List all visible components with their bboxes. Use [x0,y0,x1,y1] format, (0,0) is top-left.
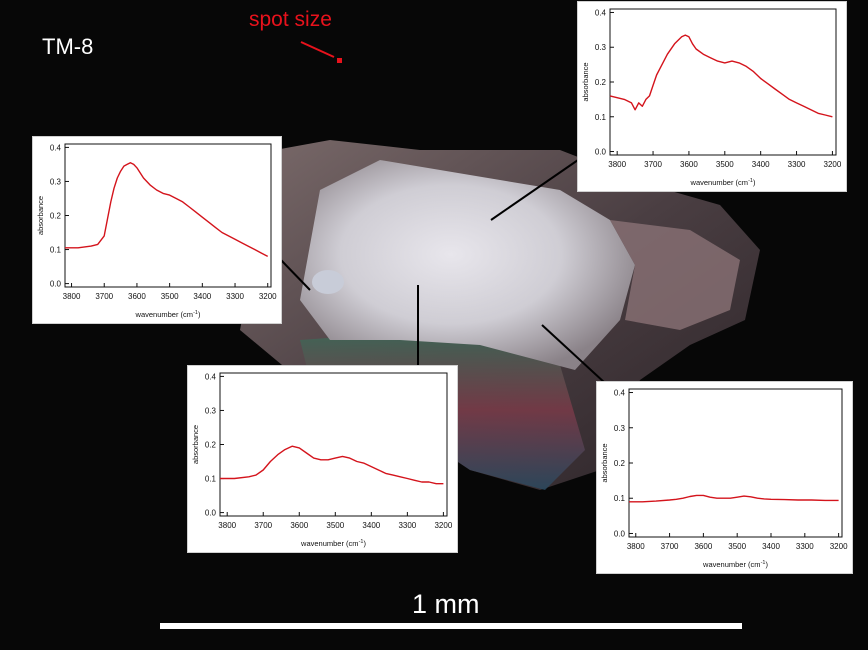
x-tick-label: 3400 [752,160,770,169]
x-tick-label: 3600 [694,542,712,551]
plot-frame [628,388,843,538]
y-tick-label: 0.4 [50,143,62,152]
x-tick-label: 3600 [128,292,146,301]
plot-frame [64,143,272,288]
leader-line-4 [541,324,606,384]
inclusion [312,270,344,294]
y-axis-label: absorbance [581,62,590,101]
spectrum-panel-center: 0.0 0.1 0.2 0.3 0.4 3800 3700 3600 3500 3400 3300 3… [187,365,458,553]
spot-pointer [300,41,335,58]
crystal-face [300,160,635,370]
y-tick-label: 0.0 [205,509,217,518]
y-tick-label: 0.3 [595,43,607,52]
x-tick-label: 3300 [788,160,806,169]
x-tick-label: 3200 [434,521,452,530]
spectrum-line [629,494,839,503]
y-tick-label: 0.3 [614,424,626,433]
chart-svg: 0.0 0.1 0.2 0.3 0.4 3800 3700 3600 3500 3400 3300 3… [191,372,453,548]
x-tick-label: 3700 [644,160,662,169]
leader-line-1 [490,159,579,221]
chart-svg: 0.0 0.1 0.2 0.3 0.4 3800 3700 3600 3500 3400 3300 3… [581,8,842,187]
x-tick-label: 3300 [226,292,244,301]
x-tick-label: 3700 [254,521,272,530]
y-tick-label: 0.1 [595,113,607,122]
x-axis-label: wavenumber (cm-1) [702,560,768,569]
y-tick-label: 0.3 [50,177,62,186]
x-tick-label: 3800 [608,160,626,169]
scale-bar-label: 1 mm [412,589,480,619]
x-tick-label: 3400 [362,521,380,530]
x-tick-label: 3300 [398,521,416,530]
y-tick-label: 0.2 [205,441,217,450]
y-tick-label: 0.0 [50,280,62,289]
spot-marker [337,58,342,63]
x-tick-label: 3500 [326,521,344,530]
spot-size-label: spot size [249,8,332,31]
spectrum-line [220,445,444,485]
y-tick-label: 0.1 [50,246,62,255]
x-tick-label: 3700 [95,292,113,301]
y-axis-label: absorbance [600,443,609,482]
spectrum-panel-left: 0.0 0.1 0.2 0.3 0.4 3800 3700 3600 3500 3400 3300 3… [32,136,282,324]
x-tick-label: 3500 [728,542,746,551]
chart-svg: 0.0 0.1 0.2 0.3 0.4 3800 3700 3600 3500 3400 3300 3… [36,143,277,319]
x-tick-label: 3200 [830,542,848,551]
x-tick-label: 3600 [680,160,698,169]
crystal-right-face [610,220,740,330]
x-tick-label: 3800 [627,542,645,551]
x-tick-label: 3400 [193,292,211,301]
y-axis-label: absorbance [191,425,200,464]
x-tick-label: 3300 [796,542,814,551]
x-axis-label: wavenumber (cm-1) [135,310,201,319]
scale-bar [160,623,742,629]
y-tick-label: 0.0 [614,529,626,538]
x-tick-label: 3800 [218,521,236,530]
y-tick-label: 0.4 [205,372,217,381]
y-tick-label: 0.0 [595,148,607,157]
y-tick-label: 0.3 [205,406,217,415]
x-axis-label: wavenumber (cm-1) [300,539,366,548]
chart-svg: 0.0 0.1 0.2 0.3 0.4 3800 3700 3600 3500 3400 3300 3… [600,388,848,569]
spectrum-panel-top-right: 0.0 0.1 0.2 0.3 0.4 3800 3700 3600 3500 3400 3300 3… [577,1,847,192]
x-tick-label: 3400 [762,542,780,551]
sample-label: TM-8 [42,34,94,59]
x-tick-label: 3500 [716,160,734,169]
y-tick-label: 0.1 [614,494,626,503]
plot-frame [609,8,837,156]
x-tick-label: 3600 [290,521,308,530]
x-axis-label: wavenumber (cm-1) [690,178,756,187]
x-tick-label: 3500 [161,292,179,301]
x-tick-label: 3200 [824,160,842,169]
y-tick-label: 0.2 [50,212,62,221]
x-tick-label: 3200 [259,292,277,301]
y-axis-label: absorbance [36,196,45,235]
y-tick-label: 0.4 [614,389,626,398]
spectrum-line [65,162,269,258]
x-tick-label: 3800 [63,292,81,301]
leader-line-2 [279,258,311,291]
plot-frame [219,372,448,517]
y-tick-label: 0.2 [595,78,607,87]
x-tick-label: 3700 [661,542,679,551]
spectrum-line [609,34,833,118]
y-tick-label: 0.1 [205,475,217,484]
y-tick-label: 0.4 [595,8,607,17]
spectrum-panel-bottom-right: 0.0 0.1 0.2 0.3 0.4 3800 3700 3600 3500 3400 3300 3… [596,381,853,574]
y-tick-label: 0.2 [614,459,626,468]
